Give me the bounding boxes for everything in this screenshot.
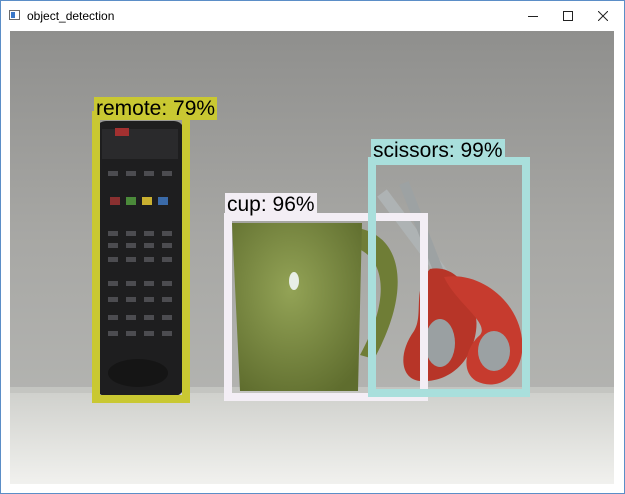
minimize-button[interactable] xyxy=(515,1,550,31)
video-frame: remote: 79% cup: 96% scissors: 99% xyxy=(10,31,614,484)
window-title: object_detection xyxy=(27,9,115,23)
detection-label-remote: remote: 79% xyxy=(94,97,218,120)
close-button[interactable] xyxy=(585,1,620,31)
minimize-icon xyxy=(527,16,538,17)
app-window-icon xyxy=(9,10,20,20)
maximize-button[interactable] xyxy=(550,1,585,31)
close-icon xyxy=(597,11,608,21)
maximize-icon xyxy=(562,11,573,21)
detection-label-cup: cup: 96% xyxy=(225,193,317,216)
detection-label-scissors: scissors: 99% xyxy=(371,139,505,162)
title-bar[interactable]: object_detection xyxy=(1,1,624,31)
